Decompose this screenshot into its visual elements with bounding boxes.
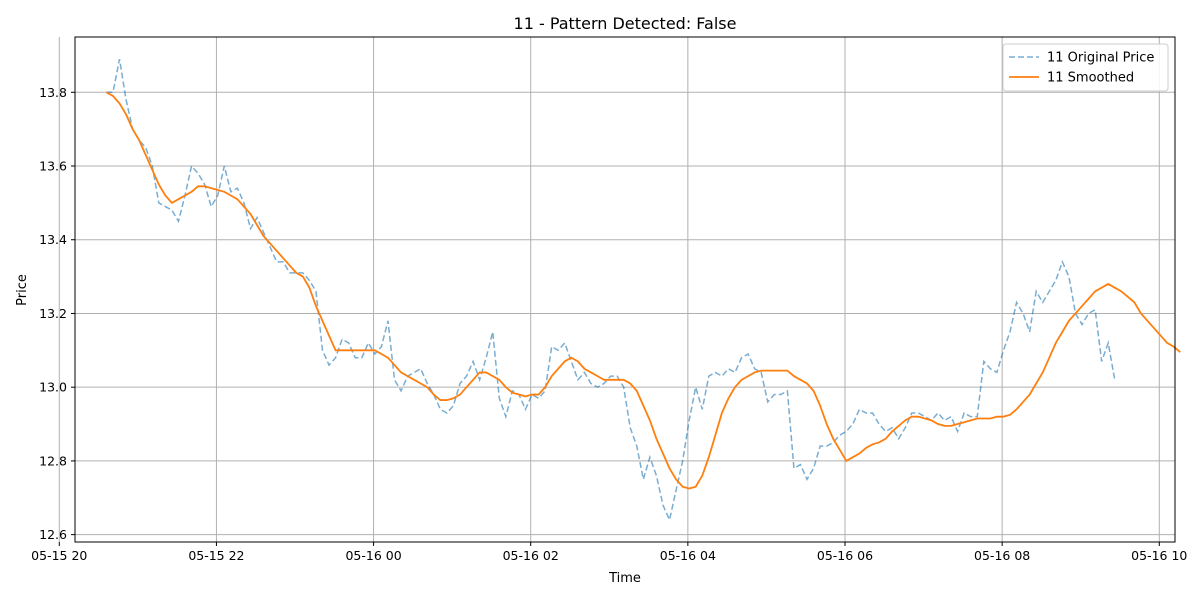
y-axis-ticks: 12.6 12.8 13.0 13.2 13.4 13.6 13.8 [39,85,75,542]
y-tick-label: 13.2 [39,306,67,321]
x-tick-label: 05-16 04 [660,548,716,563]
series-line-original-price [106,58,1116,523]
x-axis-label: Time [608,571,641,586]
legend: 11 Original Price 11 Smoothed [1002,43,1169,92]
y-tick-label: 13.0 [39,380,67,395]
x-axis-ticks: 05-15 20 05-15 22 05-16 00 05-16 02 05-16 04… [31,542,1187,563]
y-axis-label: Price [15,274,30,306]
chart-title: 11 - Pattern Detected: False [514,14,737,33]
x-tick-label: 05-16 00 [345,548,401,563]
y-tick-label: 13.6 [39,159,67,174]
plot-frame [74,36,1176,543]
y-tick-label: 13.8 [39,85,67,100]
x-tick-label: 05-15 20 [31,548,87,563]
legend-box [1002,43,1169,92]
legend-label-original-price: 11 Original Price [1047,51,1154,66]
y-tick-label: 12.8 [39,453,67,468]
series-line-smoothed [105,91,1181,490]
series-layer [105,58,1181,523]
grid [58,37,1175,542]
y-tick-label: 13.4 [39,232,67,247]
x-tick-label: 05-16 06 [817,548,873,563]
y-tick-label: 12.6 [39,527,67,542]
x-tick-label: 05-16 02 [503,548,559,563]
x-tick-label: 05-15 22 [188,548,244,563]
legend-label-smoothed: 11 Smoothed [1047,71,1134,86]
x-tick-label: 05-16 10 [1131,548,1187,563]
x-tick-label: 05-16 08 [974,548,1030,563]
